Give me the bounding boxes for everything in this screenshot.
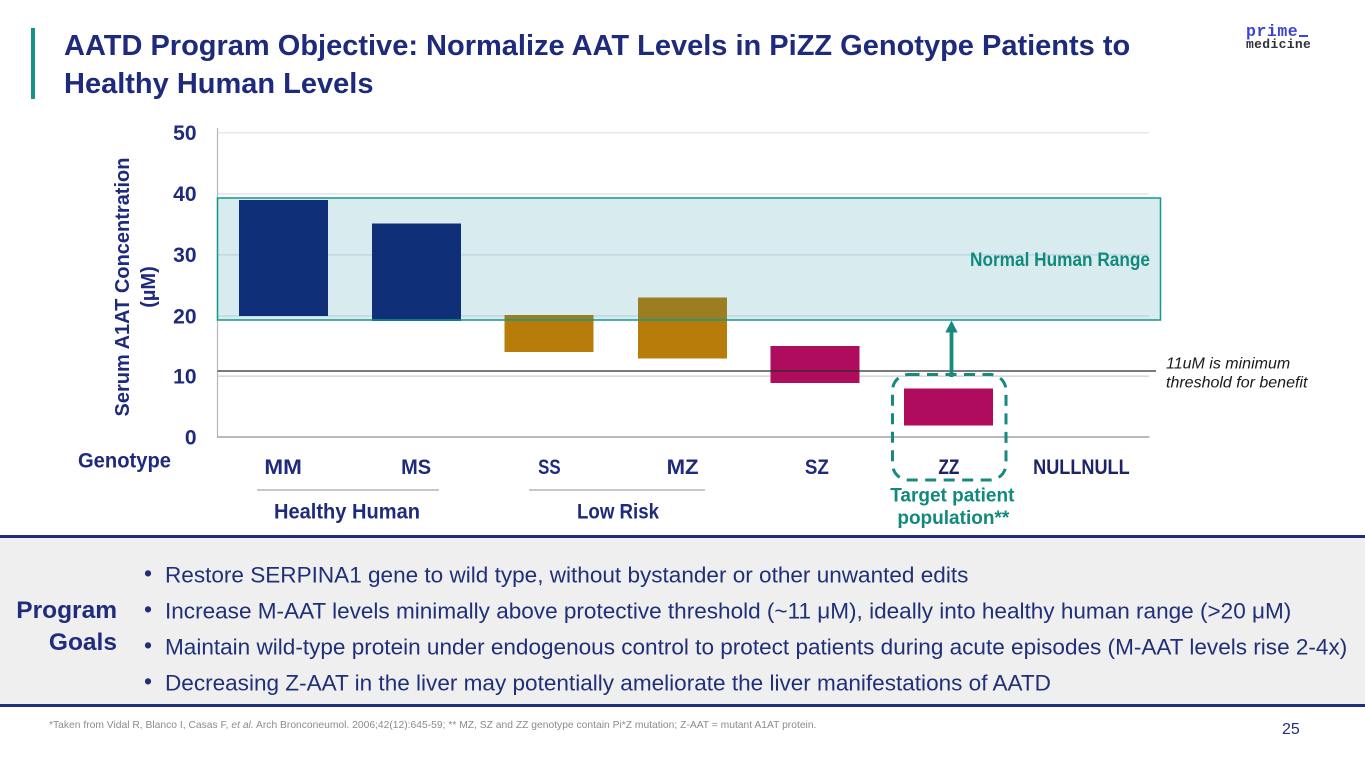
svg-text:Target patient: Target patient	[890, 486, 1015, 507]
svg-text:SS: SS	[538, 456, 561, 479]
svg-text:50: 50	[173, 122, 196, 145]
svg-text:40: 40	[173, 183, 196, 206]
svg-text:20: 20	[173, 305, 196, 328]
svg-text:Serum A1AT Concentration: Serum A1AT Concentration	[112, 158, 134, 417]
svg-text:MS: MS	[401, 456, 431, 479]
svg-text:11uM is minimum: 11uM is minimum	[1166, 356, 1290, 373]
svg-text:NULLNULL: NULLNULL	[1033, 456, 1130, 479]
svg-text:30: 30	[173, 244, 196, 267]
svg-text:ZZ: ZZ	[938, 456, 959, 479]
svg-text:(µM): (µM)	[138, 266, 160, 308]
svg-text:threshold for benefit: threshold for benefit	[1166, 375, 1308, 392]
svg-text:Genotype: Genotype	[78, 450, 171, 473]
svg-text:MZ: MZ	[667, 456, 699, 479]
svg-text:population**: population**	[897, 508, 1009, 529]
svg-text:0: 0	[185, 426, 197, 449]
svg-text:Normal Human Range: Normal Human Range	[970, 250, 1150, 271]
svg-text:Low Risk: Low Risk	[577, 501, 659, 524]
svg-text:SZ: SZ	[805, 456, 829, 479]
svg-text:Healthy Human: Healthy Human	[274, 501, 420, 524]
svg-text:10: 10	[173, 365, 196, 388]
svg-text:MM: MM	[264, 456, 302, 479]
